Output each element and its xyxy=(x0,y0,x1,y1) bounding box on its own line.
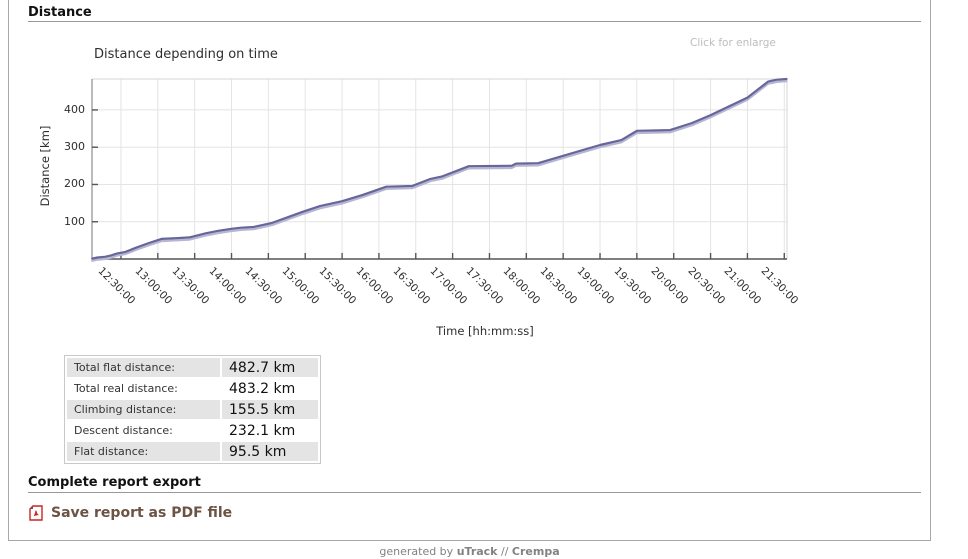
x-axis-label: Time [hh:mm:ss] xyxy=(436,324,534,338)
report-panel: Distance Click for enlarge Distance depe… xyxy=(8,0,931,541)
stat-value: 95.5 km xyxy=(222,442,318,461)
save-pdf-label: Save report as PDF file xyxy=(51,505,233,521)
footer-prefix: generated by xyxy=(379,545,457,558)
stat-value: 232.1 km xyxy=(222,421,318,440)
stat-label: Flat distance: xyxy=(67,442,220,461)
stat-label: Descent distance: xyxy=(67,421,220,440)
stat-label: Climbing distance: xyxy=(67,400,220,419)
stat-label: Total real distance: xyxy=(67,379,220,398)
stat-value: 482.7 km xyxy=(222,358,318,377)
stats-row: Descent distance: 232.1 km xyxy=(67,421,318,440)
distance-line-plot xyxy=(91,77,788,262)
footer-app-name[interactable]: uTrack xyxy=(456,545,498,558)
stats-row: Flat distance: 95.5 km xyxy=(67,442,318,461)
stat-label: Total flat distance: xyxy=(67,358,220,377)
export-header-rule xyxy=(28,492,921,493)
distance-chart[interactable]: Click for enlarge Distance depending on … xyxy=(28,30,913,348)
stat-value: 155.5 km xyxy=(222,400,318,419)
chart-title: Distance depending on time xyxy=(94,47,278,62)
section-title-export: Complete report export xyxy=(28,475,201,490)
stats-row: Total real distance: 483.2 km xyxy=(67,379,318,398)
y-tick-label: 100 xyxy=(64,214,85,228)
distance-stats-table: Total flat distance: 482.7 km Total real d… xyxy=(64,355,321,464)
footer-author-name[interactable]: Crempa xyxy=(511,545,560,558)
footer-separator: // xyxy=(497,545,512,558)
y-tick-label: 400 xyxy=(64,102,85,116)
stats-row: Total flat distance: 482.7 km xyxy=(67,358,318,377)
pdf-file-icon xyxy=(29,505,43,521)
stats-row: Climbing distance: 155.5 km xyxy=(67,400,318,419)
y-tick-label: 200 xyxy=(64,177,85,191)
save-pdf-link[interactable]: Save report as PDF file xyxy=(28,505,232,521)
y-tick-label: 300 xyxy=(64,140,85,154)
distance-header-rule xyxy=(28,21,921,22)
section-title-distance: Distance xyxy=(28,5,92,20)
enlarge-hint-label: Click for enlarge xyxy=(690,37,776,49)
stat-value: 483.2 km xyxy=(222,379,318,398)
footer: generated by uTrack // Crempa xyxy=(8,545,931,558)
